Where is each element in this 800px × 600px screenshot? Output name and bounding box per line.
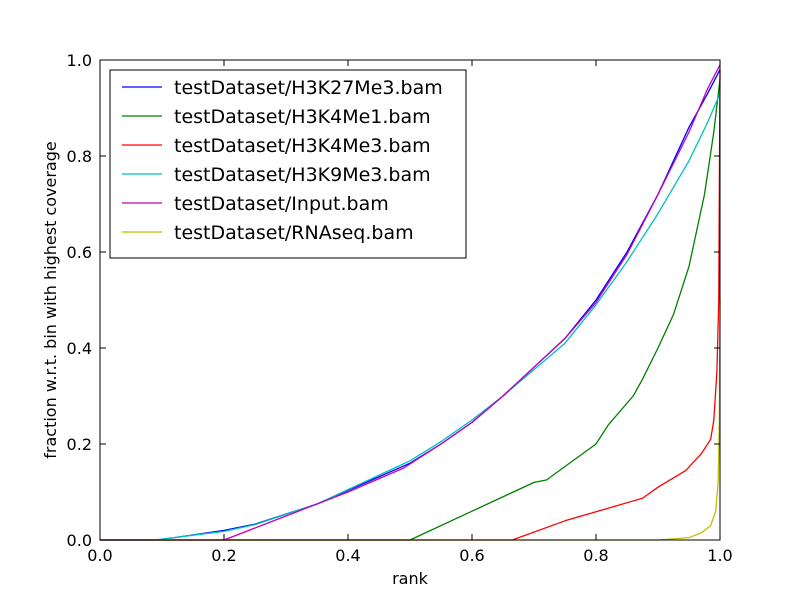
- series-line-4: [100, 64, 721, 541]
- series-line-1: [100, 79, 721, 541]
- series-line-5: [100, 299, 721, 541]
- tick-layer: 0.0 0.2 0.4 0.6 0.8 1.0 0.0 0.2 0.4 0.6 0.8 1.0: [67, 51, 733, 565]
- legend-label-3: testDataset/H3K9Me3.bam: [174, 164, 431, 186]
- legend-box: [109, 69, 467, 259]
- legend-label-5: testDataset/RNAseq.bam: [174, 222, 414, 244]
- y-tick-label: 1.0: [67, 51, 92, 70]
- y-tick-label: 0.2: [67, 435, 92, 454]
- legend-label-2: testDataset/H3K4Me3.bam: [174, 135, 431, 157]
- legend-label-1: testDataset/H3K4Me1.bam: [174, 106, 431, 128]
- y-axis-label: fraction w.r.t. bin with highest coverag…: [41, 141, 60, 458]
- x-tick-label: 0.6: [459, 546, 484, 565]
- series-line-2: [100, 69, 721, 541]
- legend: testDataset/H3K27Me3.bam testDataset/H3K4…: [109, 69, 467, 259]
- legend-label-4: testDataset/Input.bam: [174, 193, 389, 215]
- x-tick-label: 0.2: [211, 546, 236, 565]
- legend-label-0: testDataset/H3K27Me3.bam: [174, 77, 443, 99]
- y-tick-label: 0.8: [67, 147, 92, 166]
- y-tick-label: 0.4: [67, 339, 92, 358]
- y-tick-label: 0.0: [67, 531, 92, 550]
- y-tick-label: 0.6: [67, 243, 92, 262]
- series-layer: [100, 64, 721, 541]
- x-tick-label: 0.8: [583, 546, 608, 565]
- x-tick-label: 0.0: [87, 546, 112, 565]
- x-tick-label: 1.0: [707, 546, 732, 565]
- plot-frame: [99, 59, 721, 541]
- series-line-3: [100, 93, 721, 541]
- x-tick-label: 0.4: [335, 546, 360, 565]
- x-axis-label: rank: [392, 569, 429, 588]
